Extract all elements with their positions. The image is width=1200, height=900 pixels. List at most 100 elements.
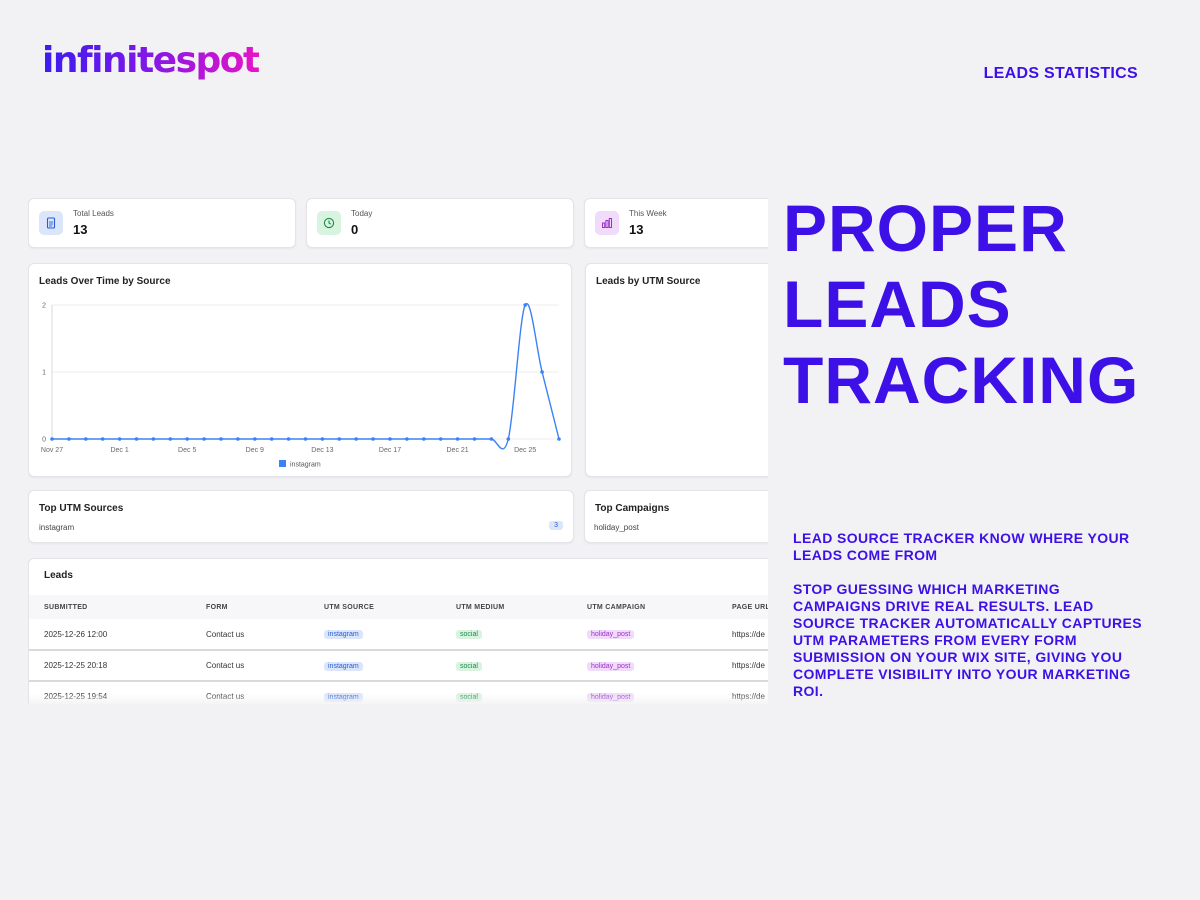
x-tick-label: Dec 9 xyxy=(246,447,264,454)
data-point xyxy=(117,437,122,441)
leads-over-time-card: Leads Over Time by Source 0 1 2 Nov 27 Dec 1… xyxy=(28,263,572,477)
subheading: LEAD SOURCE TRACKER KNOW WHERE YOUR LEAD… xyxy=(793,530,1130,563)
y-tick-label: 2 xyxy=(42,303,46,310)
data-point xyxy=(337,437,342,441)
table-row[interactable]: 2025-12-25 20:18 Contact us instagram so… xyxy=(29,650,768,682)
column-header: UTM SOURCE xyxy=(309,595,441,619)
data-point xyxy=(455,437,460,441)
data-point xyxy=(320,437,325,441)
page-url-cell[interactable]: https://de xyxy=(717,619,768,651)
data-point xyxy=(354,437,359,441)
column-header: SUBMITTED xyxy=(29,595,191,619)
data-point xyxy=(371,437,375,441)
stat-value: 0 xyxy=(351,222,359,237)
data-point xyxy=(134,437,139,441)
headline: PROPER LEADS TRACKING xyxy=(783,190,1139,418)
column-header: FORM xyxy=(191,595,309,619)
data-point xyxy=(422,437,426,441)
column-header: UTM CAMPAIGN xyxy=(572,595,717,619)
table-header-row: SUBMITTED FORM UTM SOURCE UTM MEDIUM UTM… xyxy=(29,595,768,619)
campaign-cell: holiday_post xyxy=(572,619,717,651)
data-point xyxy=(540,370,544,374)
chart-title: Leads Over Time by Source xyxy=(39,276,171,287)
campaign-name: holiday_post xyxy=(594,523,639,532)
y-tick-label: 1 xyxy=(42,370,46,377)
data-point xyxy=(472,437,477,441)
data-point xyxy=(286,437,291,441)
x-tick-label: Dec 5 xyxy=(178,447,196,454)
body-text: STOP GUESSING WHICH MARKETING CAMPAIGNS … xyxy=(793,581,1143,699)
data-point xyxy=(557,437,561,441)
stat-card-today: Today 0 xyxy=(306,198,574,248)
top-campaigns-card: Top Campaigns holiday_post xyxy=(584,490,768,543)
data-point xyxy=(100,437,105,441)
card-title: Top UTM Sources xyxy=(39,503,124,514)
column-header: UTM MEDIUM xyxy=(441,595,572,619)
source-cell: instagram xyxy=(309,619,441,651)
stat-label: Today xyxy=(351,209,373,218)
stat-label: This Week xyxy=(629,209,667,218)
x-tick-label: Dec 17 xyxy=(379,447,401,454)
legend-swatch xyxy=(279,460,286,467)
source-name: instagram xyxy=(39,523,75,532)
data-point xyxy=(405,437,409,441)
utm-medium-tag: social xyxy=(456,661,482,671)
data-point xyxy=(253,437,257,441)
data-point xyxy=(50,437,54,441)
data-point xyxy=(202,437,206,441)
utm-medium-tag: social xyxy=(456,630,482,639)
data-point xyxy=(236,437,240,441)
bar-chart-icon xyxy=(595,211,619,235)
brand-logo: infinitespot xyxy=(42,40,260,81)
submitted-cell: 2025-12-26 12:00 xyxy=(29,619,191,651)
data-point xyxy=(168,437,173,441)
page-url-cell[interactable]: https://de xyxy=(717,650,768,682)
data-point xyxy=(438,437,443,441)
utm-campaign-tag: holiday_post xyxy=(587,630,635,639)
data-point xyxy=(388,437,392,441)
headline-line: PROPER xyxy=(783,191,1068,265)
legend-label: instagram xyxy=(290,462,321,469)
source-count-badge: 3 xyxy=(549,521,563,530)
stat-card-total-leads: Total Leads 13 xyxy=(28,198,296,248)
submitted-cell: 2025-12-25 20:18 xyxy=(29,650,191,682)
y-tick-label: 0 xyxy=(42,437,46,444)
stat-card-this-week: This Week 13 xyxy=(584,198,768,248)
data-point xyxy=(219,437,223,441)
fade-overlay xyxy=(29,693,768,704)
x-tick-label: Dec 1 xyxy=(110,447,128,454)
leads-table-card: Leads SUBMITTED FORM UTM SOURCE UTM MEDI… xyxy=(28,558,768,704)
leads-table: SUBMITTED FORM UTM SOURCE UTM MEDIUM UTM… xyxy=(29,595,768,704)
form-cell: Contact us xyxy=(191,650,309,682)
data-point xyxy=(67,437,71,441)
clock-icon xyxy=(317,211,341,235)
utm-source-tag: instagram xyxy=(324,630,363,639)
top-utm-sources-card: Top UTM Sources instagram 3 xyxy=(28,490,574,543)
headline-line: TRACKING xyxy=(783,343,1140,417)
dashboard-screenshot: Total Leads 13 Today 0 This Week 13 Lead… xyxy=(28,198,768,704)
data-point xyxy=(151,437,156,441)
stat-value: 13 xyxy=(73,222,88,237)
chart-title: Leads by UTM Source xyxy=(596,276,701,287)
series-line-instagram xyxy=(52,302,560,450)
utm-source-tag: instagram xyxy=(324,661,363,671)
table-title: Leads xyxy=(44,570,73,581)
data-point xyxy=(269,437,274,441)
data-point xyxy=(84,437,88,441)
card-title: Top Campaigns xyxy=(595,503,670,514)
data-point xyxy=(506,437,511,441)
x-tick-label: Dec 13 xyxy=(311,447,333,454)
headline-line: LEADS xyxy=(783,267,1012,341)
medium-cell: social xyxy=(441,650,572,682)
data-point xyxy=(185,437,189,441)
data-point xyxy=(489,437,494,441)
leads-by-utm-source-card: Leads by UTM Source xyxy=(585,263,768,477)
stat-label: Total Leads xyxy=(73,209,114,218)
campaign-cell: holiday_post xyxy=(572,650,717,682)
page-heading: LEADS STATISTICS xyxy=(983,65,1138,82)
data-point xyxy=(523,303,527,307)
table-row[interactable]: 2025-12-26 12:00 Contact us instagram so… xyxy=(29,619,768,651)
leads-over-time-chart: 0 1 2 Nov 27 Dec 1 Dec 5 Dec 9 Dec 13 Dec 17 Dec … xyxy=(41,302,561,469)
x-tick-label: Dec 21 xyxy=(447,447,469,454)
form-cell: Contact us xyxy=(191,619,309,651)
